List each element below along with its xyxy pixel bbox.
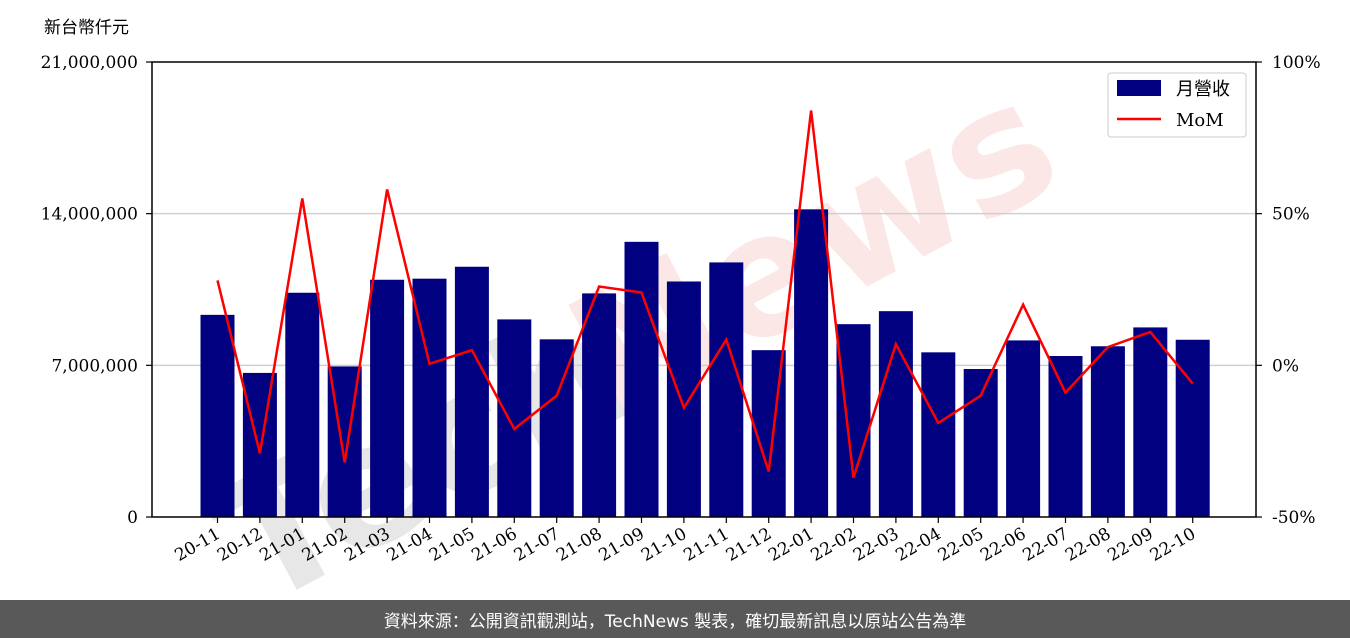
- y-axis-right: -50% 0% 50% 100%: [1256, 53, 1321, 528]
- y-right-tick-label: -50%: [1272, 508, 1316, 528]
- revenue-bar-21-11: [709, 262, 744, 517]
- revenue-bar-21-10: [666, 281, 701, 517]
- x-tick-label: 21-12: [723, 524, 775, 566]
- revenue-bar-21-03: [370, 279, 405, 517]
- x-tick-label: 22-02: [808, 524, 860, 566]
- revenue-bars: [200, 209, 1210, 518]
- revenue-bar-22-01: [794, 209, 829, 518]
- y-right-tick-label: 100%: [1272, 53, 1321, 73]
- revenue-bar-21-01: [285, 292, 320, 517]
- x-tick-label: 22-07: [1020, 524, 1072, 566]
- y-right-tick-label: 50%: [1272, 205, 1310, 225]
- revenue-bar-22-08: [1090, 346, 1125, 517]
- revenue-bar-22-07: [1048, 356, 1083, 517]
- y-left-tick-label: 7,000,000: [51, 356, 138, 376]
- revenue-bar-22-02: [836, 324, 871, 517]
- legend: 月營收 MoM: [1107, 72, 1247, 138]
- x-tick-label: 22-09: [1104, 524, 1156, 566]
- revenue-bar-22-06: [1006, 340, 1041, 517]
- y-left-tick-label: 21,000,000: [41, 53, 138, 73]
- mom-line-series: [216, 110, 1194, 478]
- x-tick-label: 22-04: [892, 524, 944, 566]
- y-left-tick-label: 0: [127, 508, 138, 528]
- revenue-chart: Tech News 新台幣仟元 07,000,00014,000,00021,0…: [41, 18, 1321, 600]
- y-right-tick-label: 0%: [1272, 356, 1299, 376]
- revenue-bar-21-09: [624, 241, 659, 518]
- revenue-bar-21-06: [497, 319, 532, 517]
- x-tick-label: 20-11: [172, 524, 224, 566]
- x-tick-label: 22-05: [935, 524, 987, 566]
- footer-text: 資料來源：公開資訊觀測站，TechNews 製表，確切最新訊息以原站公告為準: [383, 611, 967, 632]
- revenue-bar-21-08: [582, 293, 617, 517]
- revenue-bar-22-10: [1175, 339, 1210, 517]
- mom-line: [216, 110, 1194, 478]
- revenue-bar-22-09: [1133, 327, 1168, 517]
- revenue-bar-20-12: [242, 372, 277, 517]
- x-tick-label: 21-08: [553, 524, 605, 566]
- legend-swatch-bar: [1117, 80, 1161, 96]
- x-tick-label: 21-09: [596, 524, 648, 566]
- x-tick-label: 22-06: [977, 524, 1029, 566]
- plot-frame: [151, 61, 1257, 518]
- x-tick-label: 22-01: [765, 524, 817, 566]
- y-axis-left: 0 7,000,000 14,000,000 21,000,000: [41, 53, 152, 528]
- legend-label-revenue: 月營收: [1176, 79, 1230, 100]
- x-tick-label: 22-03: [850, 524, 902, 566]
- source-footer: 資料來源：公開資訊觀測站，TechNews 製表，確切最新訊息以原站公告為準: [0, 600, 1350, 638]
- revenue-bar-20-11: [200, 314, 235, 517]
- x-tick-label: 22-08: [1062, 524, 1114, 566]
- x-tick-label: 21-11: [680, 524, 732, 566]
- y-left-tick-label: 14,000,000: [41, 205, 138, 225]
- revenue-bar-22-05: [963, 369, 998, 517]
- revenue-bar-22-04: [921, 352, 956, 517]
- x-tick-label: 21-10: [638, 524, 690, 566]
- x-tick-label: 21-07: [511, 524, 563, 566]
- revenue-bar-21-05: [454, 266, 489, 517]
- x-tick-label: 22-10: [1147, 524, 1199, 566]
- y-unit-label: 新台幣仟元: [44, 18, 129, 38]
- legend-label-mom: MoM: [1176, 110, 1224, 131]
